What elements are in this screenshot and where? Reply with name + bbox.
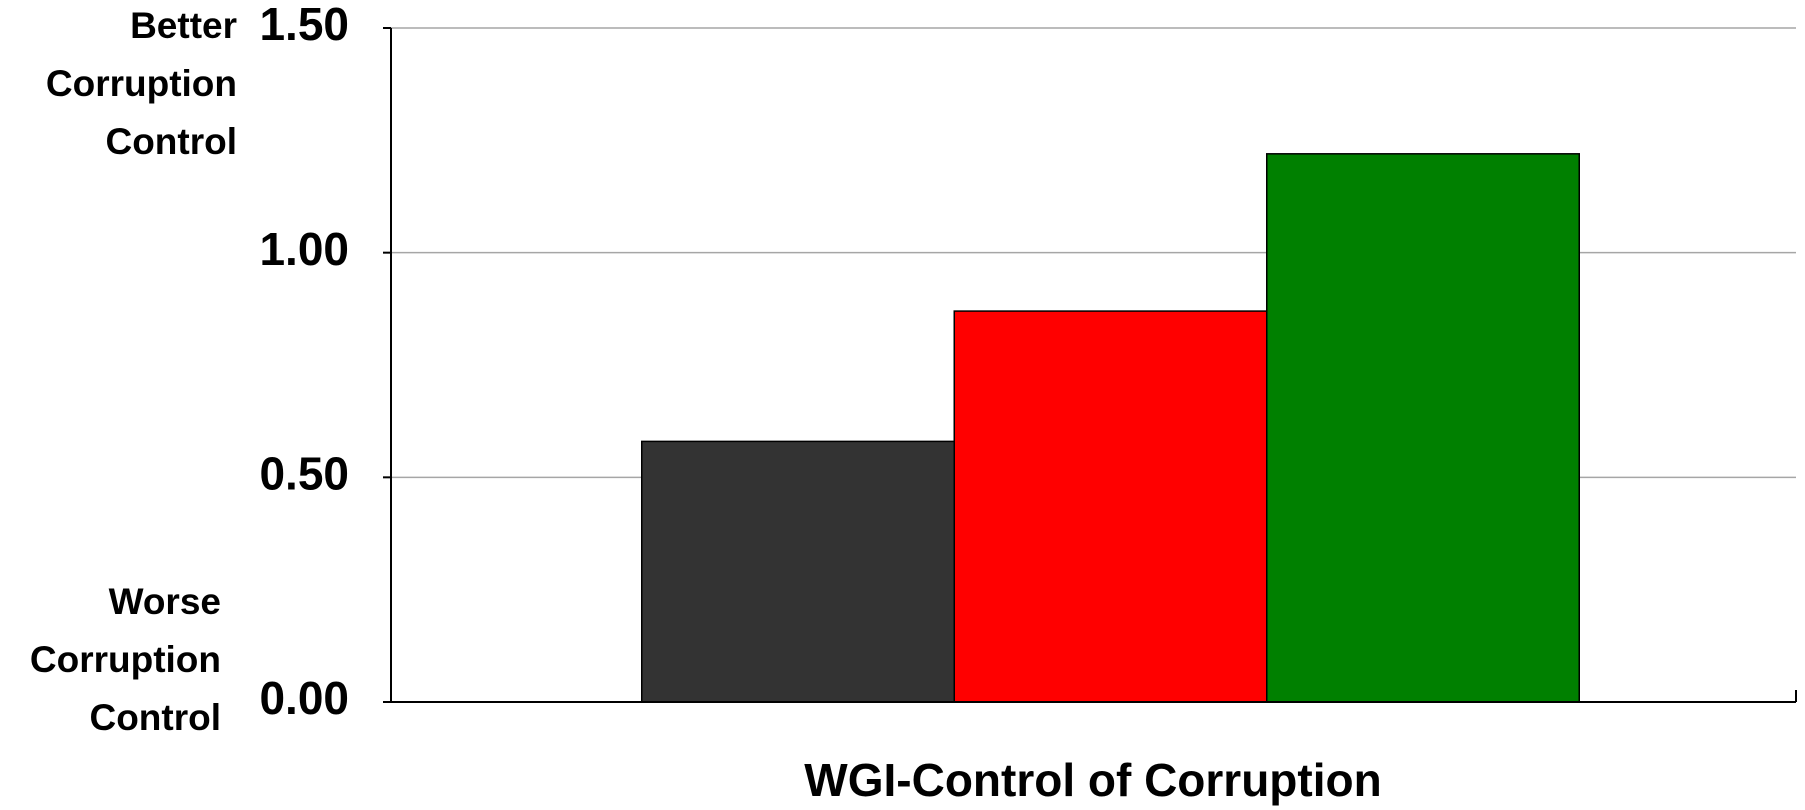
y-tick-label: 1.00 (259, 223, 349, 275)
y-tick-label: 0.50 (259, 447, 349, 499)
y-tick-label: 0.00 (259, 672, 349, 724)
annotation: Better (130, 5, 237, 46)
annotation: Worse (109, 581, 221, 622)
annotation: Corruption (46, 63, 237, 104)
bar (641, 440, 955, 703)
annotation: Corruption (30, 639, 221, 680)
bar (1266, 153, 1580, 703)
bar (953, 310, 1268, 703)
y-tick-label: 1.50 (259, 0, 349, 50)
x-tick-label: WGI-Control of Corruption (804, 754, 1381, 806)
annotation: Control (105, 121, 237, 162)
annotation: Control (89, 697, 221, 738)
